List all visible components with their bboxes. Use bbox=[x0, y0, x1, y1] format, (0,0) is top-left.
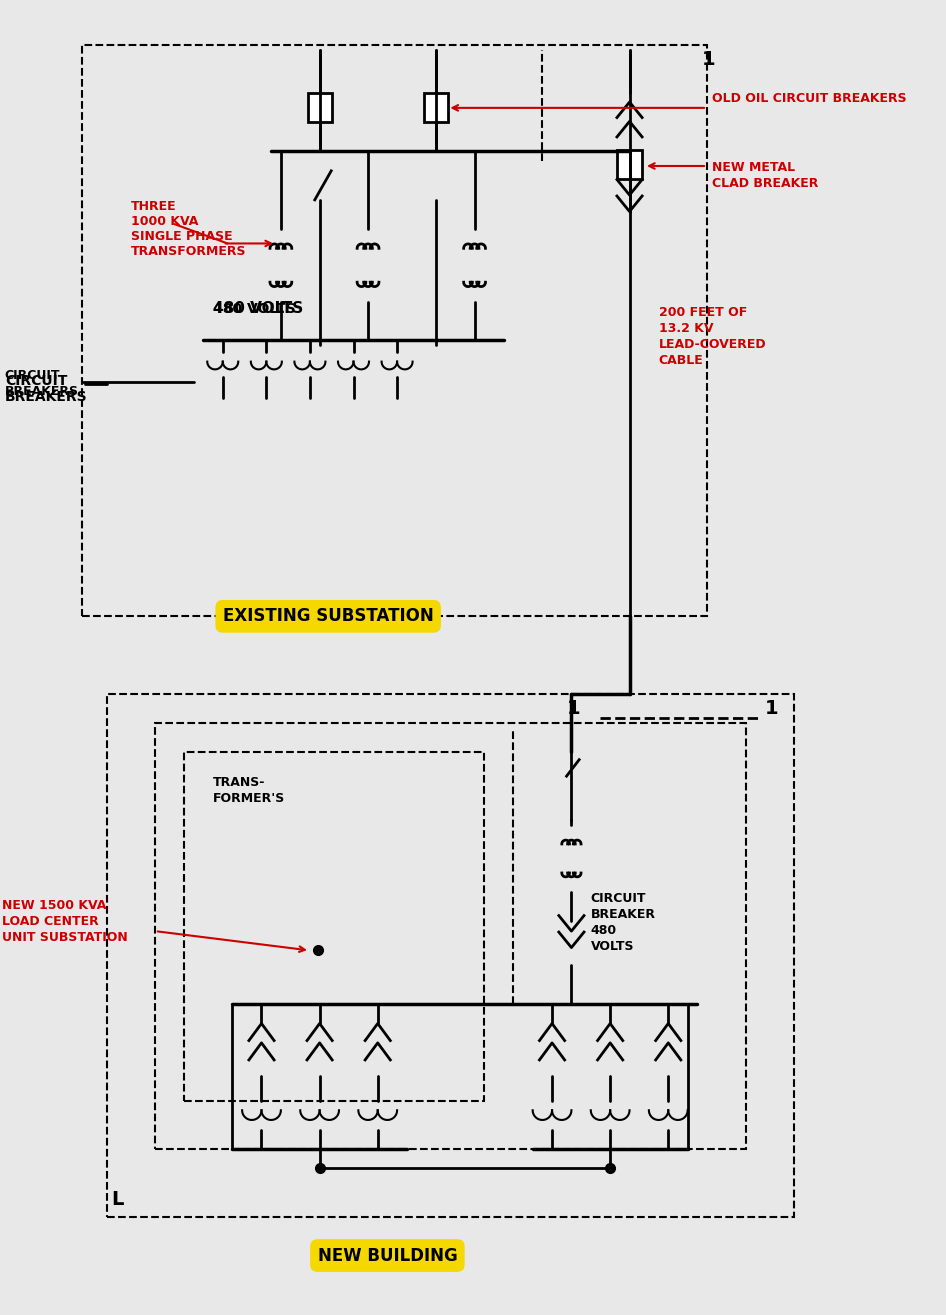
Text: CIRCUIT
BREAKER
480
VOLTS: CIRCUIT BREAKER 480 VOLTS bbox=[591, 893, 656, 953]
Text: 1: 1 bbox=[567, 698, 580, 718]
Bar bbox=[618, 150, 641, 179]
Text: 480 VOLTS: 480 VOLTS bbox=[213, 302, 296, 316]
Bar bbox=[107, 694, 795, 1216]
Text: 200 FEET OF
13.2 KV
LEAD-COVERED
CABLE: 200 FEET OF 13.2 KV LEAD-COVERED CABLE bbox=[658, 306, 766, 367]
Text: OLD OIL CIRCUIT BREAKERS: OLD OIL CIRCUIT BREAKERS bbox=[711, 92, 906, 105]
Text: TRANS-
FORMER'S: TRANS- FORMER'S bbox=[213, 776, 286, 805]
Text: EXISTING SUBSTATION: EXISTING SUBSTATION bbox=[222, 608, 433, 626]
Text: NEW 1500 KVA
LOAD CENTER
UNIT SUBSTATION: NEW 1500 KVA LOAD CENTER UNIT SUBSTATION bbox=[2, 899, 128, 944]
Text: 1: 1 bbox=[765, 698, 779, 718]
Bar bbox=[155, 723, 745, 1149]
Text: NEW METAL
CLAD BREAKER: NEW METAL CLAD BREAKER bbox=[711, 162, 818, 191]
Text: CIRCUIT
BREAKERS: CIRCUIT BREAKERS bbox=[5, 370, 79, 398]
Bar bbox=[82, 45, 707, 617]
Text: CIRCUIT
BREAKERS: CIRCUIT BREAKERS bbox=[5, 375, 87, 405]
Text: 1: 1 bbox=[702, 50, 716, 68]
Text: THREE
1000 KVA
SINGLE PHASE
TRANSFORMERS: THREE 1000 KVA SINGLE PHASE TRANSFORMERS bbox=[131, 200, 246, 258]
Text: 480 VOLTS: 480 VOLTS bbox=[213, 301, 304, 316]
Text: NEW BUILDING: NEW BUILDING bbox=[318, 1247, 457, 1265]
Bar bbox=[184, 752, 484, 1101]
Bar bbox=[424, 93, 448, 122]
Bar bbox=[307, 93, 332, 122]
Text: L: L bbox=[112, 1190, 124, 1208]
